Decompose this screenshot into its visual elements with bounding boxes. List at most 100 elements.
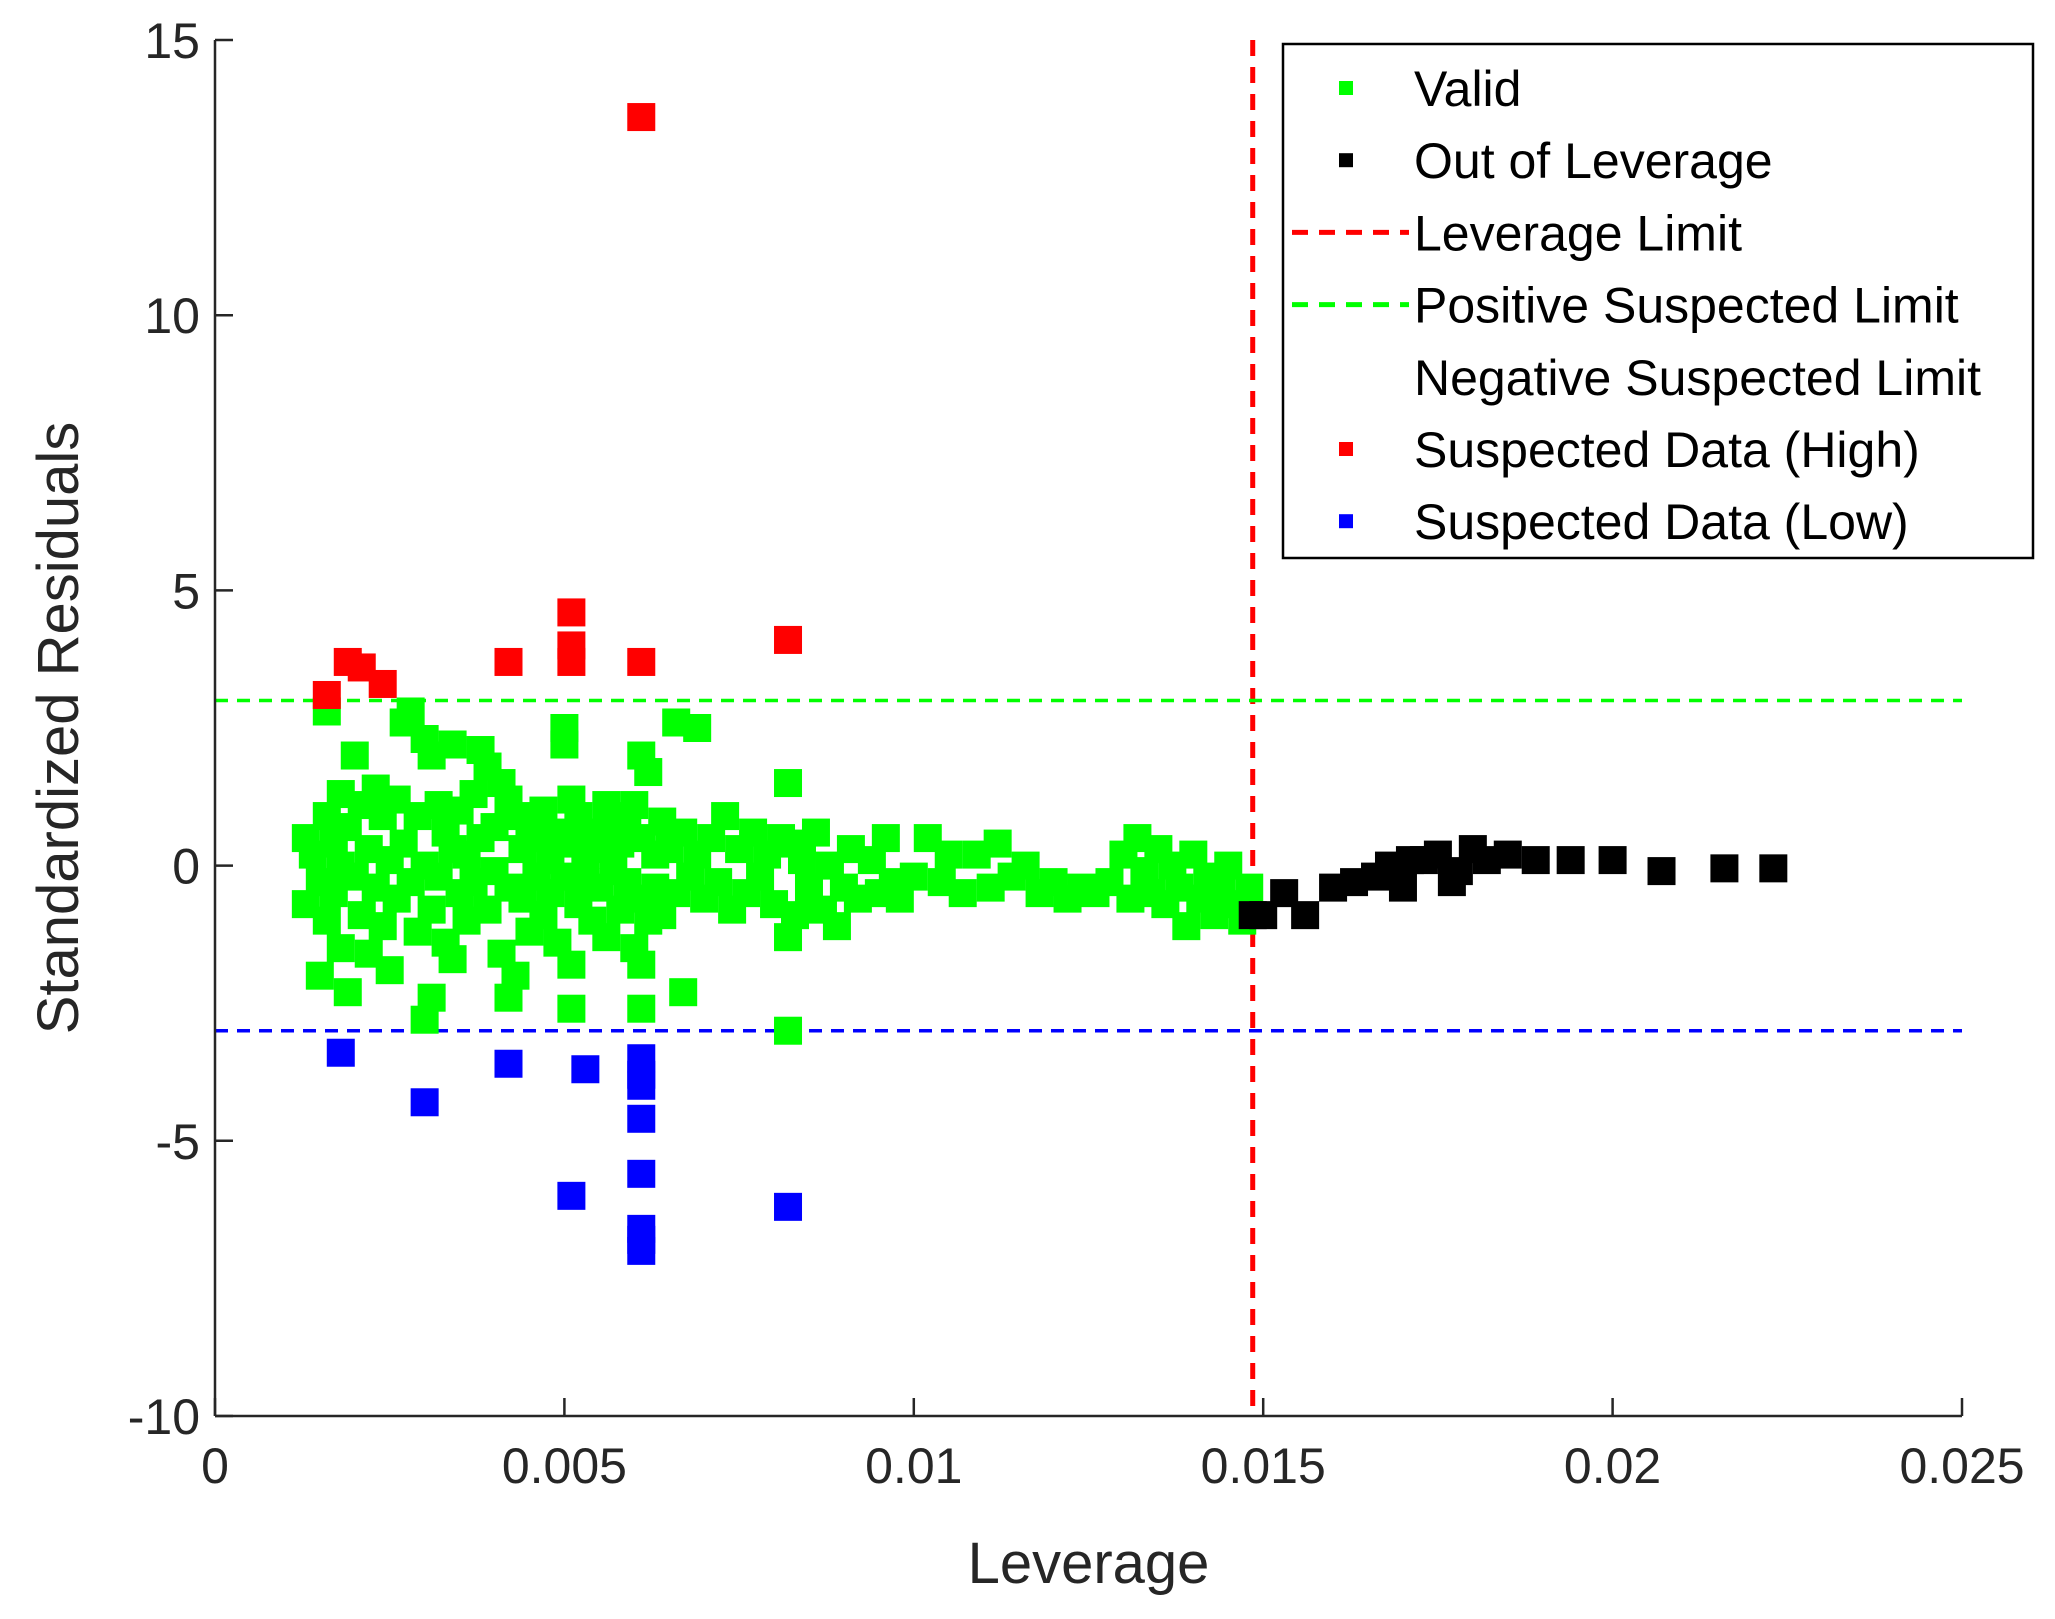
data-point [627, 103, 656, 132]
data-point [417, 895, 446, 924]
data-point [1291, 901, 1320, 930]
legend-label: Leverage Limit [1414, 205, 1742, 261]
data-point [375, 956, 404, 985]
data-point [683, 714, 712, 742]
data-point [1235, 873, 1264, 902]
data-point [934, 840, 963, 869]
data-point [326, 934, 355, 963]
data-point [801, 818, 830, 847]
data-point [571, 1055, 600, 1084]
data-point [494, 647, 523, 676]
data-point [1011, 851, 1040, 880]
data-point [627, 994, 656, 1023]
data-point [438, 730, 467, 759]
x-axis-title: Leverage [968, 1531, 1210, 1596]
legend-label: Out of Leverage [1414, 133, 1773, 189]
data-point [333, 978, 362, 1007]
data-point [396, 697, 425, 726]
data-point [711, 802, 740, 831]
y-tick-label: -5 [156, 1114, 200, 1170]
data-point [822, 912, 851, 941]
data-point [1172, 912, 1201, 941]
data-point [1647, 857, 1676, 886]
legend-box [1281, 42, 2035, 560]
data-point [410, 1088, 439, 1117]
data-point [494, 1049, 523, 1078]
series-suspected-data-low- [326, 1038, 803, 1265]
data-point [417, 983, 446, 1012]
legend-label: Valid [1414, 61, 1521, 117]
data-point [983, 829, 1012, 858]
data-point [948, 879, 977, 908]
legend-marker [1339, 153, 1353, 168]
legend-entry: Suspected Data (Low) [1339, 494, 1909, 550]
data-point [627, 1159, 656, 1188]
legend-entry: Valid [1339, 61, 1521, 117]
data-point [774, 1016, 803, 1045]
data-point [787, 846, 816, 875]
data-point [871, 824, 900, 853]
data-point [627, 647, 656, 676]
data-point [501, 961, 530, 990]
data-point [368, 669, 397, 698]
data-point [1598, 846, 1627, 875]
legend-entry: Out of Leverage [1339, 133, 1773, 189]
legend-label: Negative Suspected Limit [1414, 350, 1981, 406]
data-point [368, 912, 397, 941]
data-point [592, 923, 621, 952]
data-point [438, 945, 467, 974]
x-tick-label: 0.015 [1201, 1438, 1326, 1494]
data-point [312, 906, 341, 935]
data-point [704, 868, 733, 897]
data-point [899, 862, 928, 891]
legend-marker [1339, 514, 1353, 529]
y-tick-label: -10 [128, 1389, 200, 1445]
x-tick-label: 0.02 [1564, 1438, 1661, 1494]
data-point [1710, 854, 1739, 883]
data-point [627, 1236, 656, 1265]
data-point [1388, 873, 1417, 902]
plot-area [215, 40, 1962, 1416]
data-point [340, 741, 369, 770]
data-point [305, 961, 334, 990]
data-point [1493, 840, 1522, 869]
data-point [557, 598, 586, 627]
legend-marker [1339, 442, 1353, 456]
legend-marker [1339, 81, 1353, 95]
y-tick-label: 10 [144, 288, 200, 344]
data-point [627, 950, 656, 979]
legend-label: Suspected Data (High) [1414, 422, 1920, 478]
data-point [557, 1181, 586, 1210]
series-out-of-leverage [1238, 835, 1788, 930]
data-point [634, 758, 663, 787]
data-point [627, 1071, 656, 1100]
legend-entry: Negative Suspected Limit [1414, 350, 1981, 406]
legend-entry: Suspected Data (High) [1339, 422, 1920, 478]
y-tick-label: 5 [172, 563, 200, 619]
data-point [459, 780, 488, 809]
data-point [669, 978, 698, 1007]
series-suspected-data-high- [312, 103, 803, 709]
data-point [620, 791, 649, 820]
data-point [557, 994, 586, 1023]
data-point [326, 1038, 355, 1067]
data-point [774, 625, 803, 654]
data-point [557, 950, 586, 979]
legend-label: Positive Suspected Limit [1414, 278, 1959, 334]
data-point [312, 680, 341, 709]
legend: Valid Out of Leverage Leverage Limit Positi… [1281, 42, 2035, 560]
data-point [1521, 846, 1550, 875]
x-tick-label: 0 [201, 1438, 229, 1494]
y-axis-title: Standardized Residuals [26, 422, 91, 1035]
legend-entry: Leverage Limit [1292, 205, 1742, 261]
data-point [627, 1104, 656, 1133]
data-point [1556, 846, 1585, 875]
data-point [557, 647, 586, 676]
data-point [774, 769, 803, 798]
data-point [781, 901, 810, 930]
legend-label: Suspected Data (Low) [1414, 494, 1909, 550]
y-tick-label: 15 [144, 13, 200, 69]
x-tick-label: 0.025 [1899, 1438, 2024, 1494]
data-point [774, 1192, 803, 1221]
